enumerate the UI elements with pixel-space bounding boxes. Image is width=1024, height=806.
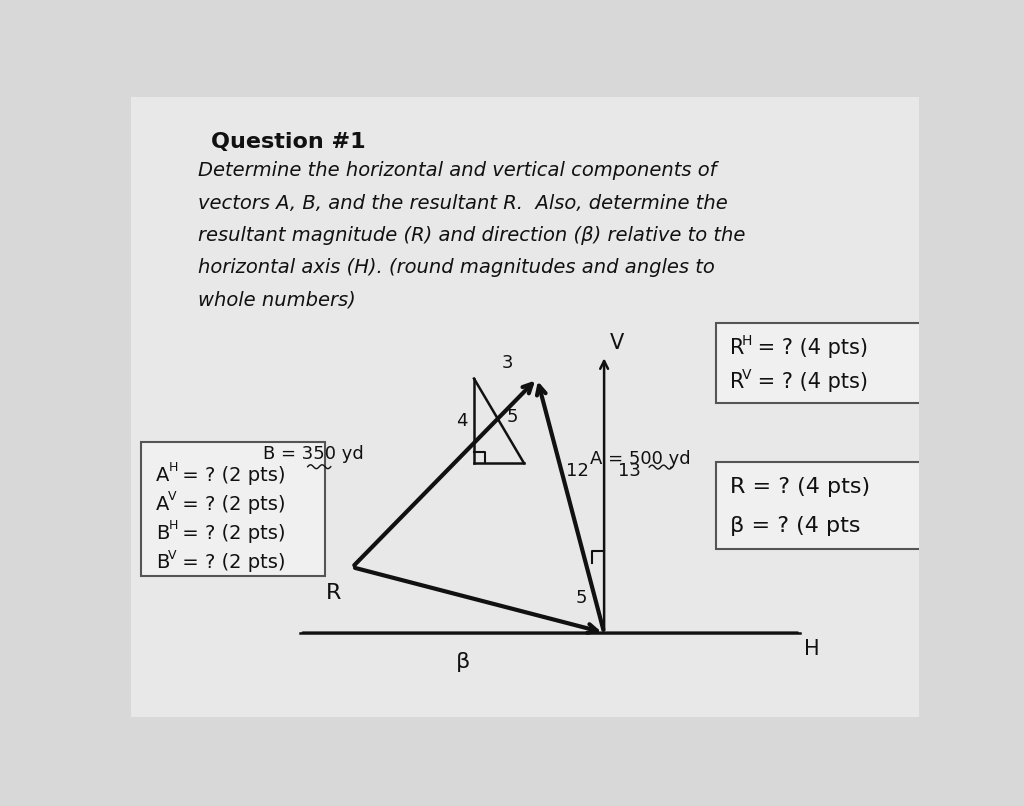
Text: V: V bbox=[610, 333, 625, 353]
Text: V: V bbox=[168, 549, 177, 562]
Text: = ? (2 pts): = ? (2 pts) bbox=[176, 554, 286, 572]
Text: R: R bbox=[730, 372, 744, 393]
Text: = ? (4 pts): = ? (4 pts) bbox=[752, 372, 868, 393]
Text: 5: 5 bbox=[506, 408, 518, 426]
FancyBboxPatch shape bbox=[716, 323, 921, 403]
Text: 4: 4 bbox=[457, 412, 468, 430]
Text: whole numbers): whole numbers) bbox=[198, 291, 355, 310]
Text: resultant magnitude (R) and direction (β) relative to the: resultant magnitude (R) and direction (β… bbox=[198, 226, 744, 245]
Text: H: H bbox=[168, 519, 178, 533]
Text: 13: 13 bbox=[617, 462, 641, 480]
FancyBboxPatch shape bbox=[716, 462, 921, 550]
Text: 3: 3 bbox=[502, 355, 514, 372]
Text: R: R bbox=[326, 583, 341, 603]
Text: = ? (2 pts): = ? (2 pts) bbox=[176, 466, 286, 484]
Text: A: A bbox=[156, 466, 169, 484]
Text: B = 350 yd: B = 350 yd bbox=[263, 445, 364, 463]
Text: V: V bbox=[742, 368, 752, 382]
Text: R: R bbox=[730, 339, 744, 359]
Text: V: V bbox=[168, 490, 177, 503]
Text: Determine the horizontal and vertical components of: Determine the horizontal and vertical co… bbox=[198, 161, 716, 181]
FancyBboxPatch shape bbox=[140, 442, 325, 576]
Text: A: A bbox=[156, 495, 169, 513]
Text: 12: 12 bbox=[566, 462, 589, 480]
Text: vectors A, B, and the resultant R.  Also, determine the: vectors A, B, and the resultant R. Also,… bbox=[198, 193, 727, 213]
Text: H: H bbox=[168, 461, 178, 474]
Text: = ? (2 pts): = ? (2 pts) bbox=[176, 524, 286, 543]
Text: Question #1: Question #1 bbox=[211, 132, 366, 152]
Text: β: β bbox=[456, 652, 470, 672]
Text: = ? (4 pts): = ? (4 pts) bbox=[752, 339, 868, 359]
Text: B: B bbox=[156, 524, 169, 543]
Text: H: H bbox=[804, 639, 820, 659]
Text: H: H bbox=[742, 334, 753, 348]
FancyBboxPatch shape bbox=[131, 97, 920, 717]
Text: = ? (2 pts): = ? (2 pts) bbox=[176, 495, 286, 513]
Text: horizontal axis (H). (round magnitudes and angles to: horizontal axis (H). (round magnitudes a… bbox=[198, 259, 715, 277]
Text: β = ? (4 pts: β = ? (4 pts bbox=[730, 516, 860, 536]
Text: 5: 5 bbox=[575, 589, 587, 607]
Text: B: B bbox=[156, 554, 169, 572]
Text: R = ? (4 pts): R = ? (4 pts) bbox=[730, 477, 869, 497]
Text: A = 500 yd: A = 500 yd bbox=[590, 451, 690, 468]
